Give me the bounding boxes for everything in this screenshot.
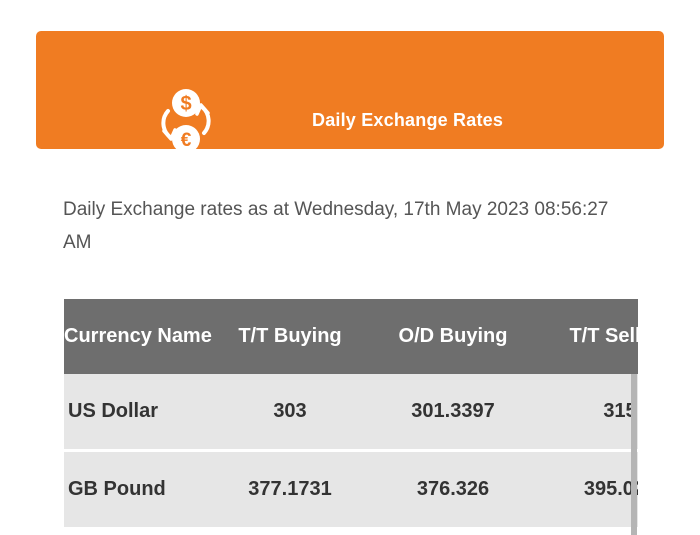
column-header-tt-selling: T/T Selling bbox=[569, 325, 638, 347]
table-header: Currency Name T/T Buying O/D Buying T/T … bbox=[64, 299, 638, 374]
tt-buying-cell: 377.1731 bbox=[248, 478, 332, 500]
column-header-od-buying: O/D Buying bbox=[398, 325, 508, 347]
banner-title: Daily Exchange Rates bbox=[312, 110, 504, 130]
column-header-currency-name: Currency Name bbox=[64, 325, 212, 347]
table-scrollbar[interactable] bbox=[631, 374, 637, 535]
table-row: GB Pound 377.1731 376.326 395.027 bbox=[64, 452, 638, 530]
currency-name-cell: GB Pound bbox=[68, 478, 166, 500]
tt-selling-cell: 315 bbox=[603, 400, 637, 422]
currency-name-cell: US Dollar bbox=[68, 400, 159, 422]
svg-text:$: $ bbox=[180, 93, 191, 115]
od-buying-cell: 376.326 bbox=[416, 478, 490, 500]
rates-date-text: Daily Exchange rates as at Wednesday, 17… bbox=[63, 199, 609, 253]
od-buying-cell: 301.3397 bbox=[411, 400, 495, 422]
exchange-rates-table[interactable]: Currency Name T/T Buying O/D Buying T/T … bbox=[64, 299, 638, 535]
tt-buying-cell: 303 bbox=[273, 400, 307, 422]
currency-exchange-icon: $ € bbox=[144, 85, 216, 157]
svg-text:€: € bbox=[181, 130, 192, 151]
column-header-tt-buying: T/T Buying bbox=[238, 325, 342, 347]
tt-selling-cell: 395.027 bbox=[583, 478, 638, 500]
exchange-rates-banner: $ € Daily Exchange Rates bbox=[36, 31, 664, 153]
table-row: US Dollar 303 301.3397 315 bbox=[64, 374, 638, 452]
